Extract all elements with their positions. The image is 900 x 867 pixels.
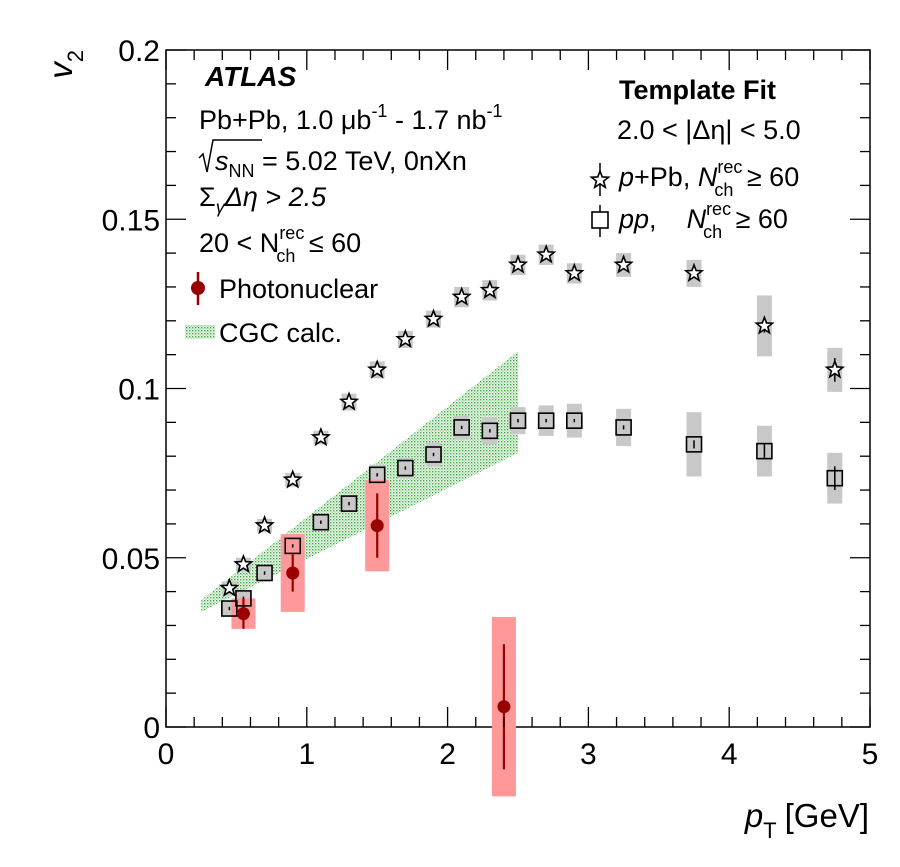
ppb-point [219, 577, 240, 597]
photonuclear-legend-marker [191, 281, 205, 295]
ppb-point [282, 469, 303, 489]
ppb-point [507, 254, 529, 274]
svg-text:Photonuclear: Photonuclear [219, 274, 378, 304]
atlas-label: ATLAS [204, 61, 297, 92]
legend-entry-pp: pp, Nrec ch ≥ 60 [591, 199, 788, 242]
tick-labels: 0 1 2 3 4 5 0 0.05 0.1 0.15 0.2 [102, 35, 879, 771]
sqrt-sign [198, 139, 262, 173]
cgc-legend-swatch [185, 325, 215, 339]
x-tick-label: 1 [298, 738, 315, 771]
svg-text:sNN = 5.02 TeV, 0nXn: sNN = 5.02 TeV, 0nXn [215, 146, 467, 181]
y-tick-label: 0.2 [118, 35, 160, 68]
pp-point [566, 412, 583, 429]
ppb-point [683, 262, 705, 283]
pp-point [453, 419, 470, 436]
pp-point [756, 442, 773, 460]
template-fit-title: Template Fit [619, 75, 776, 105]
legend-entry-photonuclear: Photonuclear [191, 272, 378, 305]
ppb-point [564, 262, 585, 283]
cgc-band-layer [201, 351, 518, 612]
pp-point [368, 466, 386, 484]
pp-point [509, 412, 527, 429]
pp-point [425, 446, 442, 463]
luminosity-label: Pb+Pb, 1.0 μb-1 - 1.7 nb-1 [199, 101, 503, 135]
photonuclear-point [370, 519, 384, 533]
pp-point [481, 422, 499, 440]
x-tick-label: 5 [862, 738, 879, 771]
legend-right: Template Fit 2.0 < |Δη| < 5.0 p+Pb, Nrec… [589, 75, 801, 242]
y-tick-label: 0 [143, 712, 160, 745]
ppb-point [338, 391, 360, 411]
photonuclear-point [236, 607, 250, 621]
energy-label: sNN = 5.02 TeV, 0nXn [198, 139, 467, 181]
photonuclear-point [286, 566, 300, 580]
ppb-point [613, 254, 634, 274]
x-tick-label: 3 [580, 738, 597, 771]
y-axis-title: v2 [42, 50, 88, 79]
ppb-point [254, 514, 275, 535]
ppb-point [366, 359, 388, 379]
cgc-band [201, 351, 518, 612]
ppb-point [423, 308, 444, 328]
data-markers [219, 244, 846, 714]
axis-ticks [165, 49, 871, 728]
y-tick-label: 0.05 [102, 543, 160, 576]
photonuclear-point [497, 700, 511, 714]
pp-point [221, 600, 238, 617]
ppb-point [395, 328, 416, 349]
y-tick-label: 0.15 [102, 204, 160, 237]
ppb-point [535, 244, 557, 264]
pp-point [256, 564, 273, 582]
pp-point [537, 412, 555, 429]
x-tick-label: 0 [158, 738, 175, 771]
pp-point [340, 495, 358, 512]
pp-point [826, 469, 844, 487]
svg-text:CGC calc.: CGC calc. [219, 318, 342, 348]
pp-point [235, 590, 252, 607]
gap-cut-label: ΣγΔη > 2.5 [199, 182, 327, 217]
y-tick-label: 0.1 [118, 374, 160, 407]
pp-point [685, 436, 703, 453]
multiplicity-label: 20 < Nrec ch ≤ 60 [199, 223, 361, 266]
legend-entry-cgc: CGC calc. [185, 318, 342, 348]
ppb-point [479, 279, 501, 300]
pp-point [312, 513, 330, 531]
x-tick-label: 4 [721, 738, 738, 771]
x-tick-label: 2 [439, 738, 456, 771]
ppb-point [754, 315, 775, 335]
pp-point [397, 459, 414, 477]
ppb-point [310, 426, 332, 447]
pp-point [615, 419, 632, 436]
pp-legend-marker [591, 211, 609, 229]
pp-point [284, 537, 302, 555]
ppb-point [451, 286, 472, 306]
legend-entry-ppb: p+Pb, Nrec ch ≥ 60 [589, 157, 799, 200]
ppb-point [824, 359, 846, 379]
ppb-legend-marker [589, 168, 611, 190]
ppb-point [233, 553, 254, 574]
eta-range-label: 2.0 < |Δη| < 5.0 [617, 115, 801, 145]
legend-left: ATLAS Pb+Pb, 1.0 μb-1 - 1.7 nb-1 sNN = 5… [185, 61, 503, 348]
x-axis-title: pT [GeV] [744, 797, 869, 843]
